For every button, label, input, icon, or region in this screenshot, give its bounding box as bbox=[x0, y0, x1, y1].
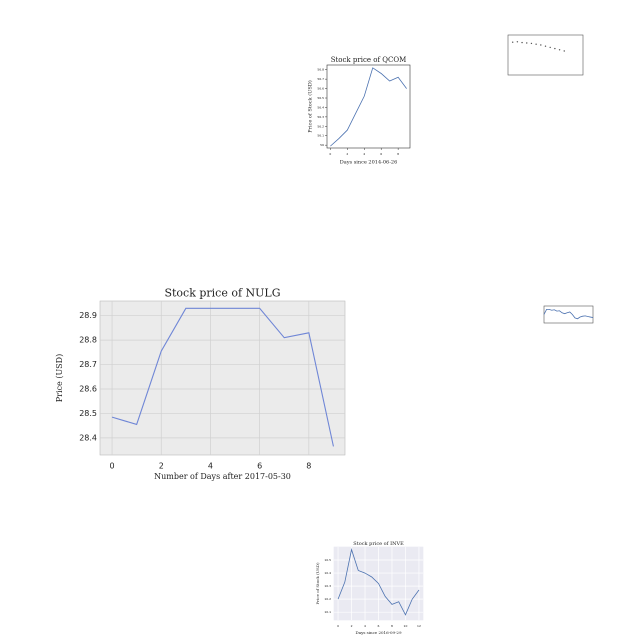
data-point bbox=[540, 44, 542, 46]
x-tick-label: 4 bbox=[364, 624, 366, 628]
y-tick-label: 28.6 bbox=[79, 385, 97, 394]
data-point bbox=[549, 46, 551, 49]
chart bbox=[543, 305, 594, 324]
y-tick-label: 56.3 bbox=[317, 115, 324, 119]
plot-area bbox=[543, 305, 594, 324]
x-tick-label: 12 bbox=[417, 624, 421, 628]
x-tick-label: 0 bbox=[337, 624, 339, 628]
chart bbox=[507, 34, 584, 76]
data-point bbox=[554, 47, 556, 50]
y-tick-label: 28.8 bbox=[79, 336, 97, 345]
chart: 0 2 4 6 8 56 56.1 56.2 56.3 56.4 56.5 56.6 56.7 56.8 S… bbox=[307, 56, 411, 166]
y-tick-label: 10.4 bbox=[324, 571, 331, 575]
y-tick-label: 10.2 bbox=[324, 597, 331, 601]
x-tick-label: 4 bbox=[208, 462, 213, 471]
data-point bbox=[530, 42, 533, 45]
x-tick-label: 4 bbox=[363, 152, 365, 156]
y-tick-label: 10.1 bbox=[324, 610, 331, 614]
plot-area bbox=[326, 64, 411, 149]
x-tick-label: 8 bbox=[397, 152, 399, 156]
chart-title: Stock price of NULG bbox=[164, 286, 280, 299]
chart-title: Stock price of INVE bbox=[353, 541, 404, 547]
data-point bbox=[558, 49, 561, 51]
x-axis-label: Number of Days after 2017-05-30 bbox=[154, 472, 291, 481]
data-point bbox=[535, 43, 537, 45]
y-axis-label: Price of Stock (USD) bbox=[315, 562, 320, 604]
data-point bbox=[526, 42, 528, 44]
x-tick-label: 10 bbox=[404, 624, 408, 628]
x-tick-label: 2 bbox=[159, 462, 164, 471]
y-tick-label: 28.7 bbox=[79, 360, 97, 369]
y-tick-label: 28.5 bbox=[79, 409, 97, 418]
data-point bbox=[544, 45, 547, 47]
x-tick-label: 6 bbox=[378, 624, 380, 628]
y-tick-label: 56.1 bbox=[317, 134, 324, 138]
x-tick-label: 8 bbox=[306, 462, 311, 471]
x-axis-label: Days since 2014-06-26 bbox=[340, 160, 398, 166]
y-tick-label: 56.7 bbox=[317, 77, 324, 81]
data-line bbox=[543, 308, 594, 320]
chart: 0 2 4 6 8 10 12 10.1 10.2 10.3 10.4 10.5 Stock price… bbox=[315, 541, 424, 635]
plot-area bbox=[507, 34, 584, 76]
y-axis-label: Price of Stock (USD) bbox=[307, 80, 314, 133]
x-tick-label: 2 bbox=[346, 152, 348, 156]
data-line bbox=[330, 67, 407, 147]
data-point bbox=[521, 41, 523, 44]
y-tick-label: 10.5 bbox=[324, 558, 331, 562]
y-tick-label: 28.9 bbox=[79, 311, 97, 320]
x-tick-label: 6 bbox=[257, 462, 262, 471]
data-point bbox=[563, 50, 565, 52]
y-tick-label: 28.4 bbox=[79, 433, 97, 442]
y-tick-label: 10.3 bbox=[324, 584, 331, 588]
x-tick-label: 2 bbox=[351, 624, 353, 628]
chart-title: Stock price of QCOM bbox=[331, 56, 407, 64]
plot-area bbox=[99, 300, 346, 456]
data-point bbox=[516, 41, 519, 43]
y-tick-label: 56.6 bbox=[317, 87, 324, 91]
y-axis-label: Price (USD) bbox=[55, 354, 64, 402]
data-point bbox=[511, 41, 514, 43]
y-tick-label: 56.8 bbox=[317, 68, 324, 72]
x-axis-label: Days since 2016-09-29 bbox=[355, 630, 401, 635]
data-line bbox=[111, 307, 334, 447]
y-tick-label: 56.2 bbox=[317, 124, 324, 128]
x-tick-label: 0 bbox=[329, 152, 331, 156]
y-tick-label: 56 bbox=[320, 143, 324, 147]
data-line bbox=[337, 548, 420, 616]
chart: 0 2 4 6 8 28.4 28.5 28.6 28.7 28.8 28.9 Stock price… bbox=[55, 286, 346, 481]
y-tick-label: 56.4 bbox=[317, 105, 324, 109]
x-tick-label: 8 bbox=[391, 624, 393, 628]
y-tick-label: 56.5 bbox=[317, 96, 324, 100]
x-tick-label: 6 bbox=[380, 152, 382, 156]
x-tick-label: 0 bbox=[110, 462, 115, 471]
